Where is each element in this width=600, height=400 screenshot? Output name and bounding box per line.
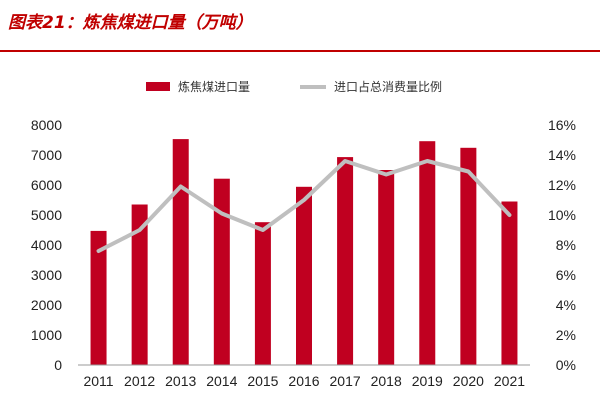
bar: [296, 186, 312, 365]
bar: [131, 204, 148, 365]
left-tick-label: 3000: [31, 267, 62, 283]
right-tick-label: 2%: [556, 327, 576, 343]
bar: [172, 139, 189, 365]
right-tick-label: 16%: [548, 117, 576, 133]
bar: [460, 147, 477, 365]
legend-label-line: 进口占总消费量比例: [334, 79, 442, 94]
left-tick-label: 5000: [31, 207, 62, 223]
right-tick-label: 8%: [556, 237, 576, 253]
legend: 炼焦煤进口量 进口占总消费量比例: [146, 79, 442, 94]
line-point: [385, 174, 387, 175]
line-point: [508, 214, 510, 216]
line-point: [467, 171, 469, 172]
line-point: [344, 160, 346, 162]
bar: [378, 170, 395, 365]
left-tick-label: 2000: [31, 297, 62, 313]
left-tick-label: 7000: [31, 147, 62, 163]
chart-header: 图表21：炼焦煤进口量（万吨）: [0, 0, 600, 56]
x-tick-label: 2019: [412, 373, 443, 389]
x-tick-label: 2015: [247, 373, 278, 389]
combo-chart: 炼焦煤进口量 进口占总消费量比例 0 1000 2000 3000 4000 5000 600…: [31, 79, 576, 389]
x-tick-label: 2017: [330, 373, 361, 389]
line-point: [180, 186, 182, 187]
line-point: [98, 250, 100, 252]
x-tick-label: 2012: [124, 373, 155, 389]
left-tick-label: 8000: [31, 117, 62, 133]
x-tick-label: 2011: [83, 373, 113, 389]
line-series: [96, 159, 512, 253]
x-tick-label: 2018: [371, 373, 402, 389]
right-tick-label: 14%: [548, 147, 576, 163]
line-point: [426, 160, 428, 162]
bar: [337, 157, 354, 365]
x-axis-ticks: 2011 2012 2013 2014 2015 2016 2017 2018 2019 2020…: [83, 373, 525, 389]
bar: [501, 201, 518, 365]
line-point: [139, 229, 141, 231]
right-axis-ticks: 0% 2% 4% 6% 8% 10% 12% 14% 16%: [548, 117, 576, 373]
left-tick-label: 4000: [31, 237, 62, 253]
bar: [90, 230, 107, 365]
legend-bar-swatch: [146, 82, 170, 91]
right-tick-label: 12%: [548, 177, 576, 193]
x-tick-label: 2021: [494, 373, 525, 389]
right-tick-label: 4%: [556, 297, 576, 313]
legend-label-bar: 炼焦煤进口量: [178, 79, 250, 94]
right-tick-label: 0%: [556, 357, 576, 373]
line-point: [303, 199, 305, 201]
x-tick-label: 2020: [453, 373, 484, 389]
right-tick-label: 10%: [548, 207, 576, 223]
bar-series: [90, 139, 518, 365]
line-point: [221, 213, 223, 214]
right-tick-label: 6%: [556, 267, 576, 283]
x-tick-label: 2016: [288, 373, 319, 389]
x-tick-label: 2013: [165, 373, 196, 389]
left-axis-ticks: 0 1000 2000 3000 4000 5000 6000 7000 8000: [31, 117, 62, 373]
bar: [254, 222, 271, 365]
x-tick-label: 2014: [206, 373, 237, 389]
left-tick-label: 1000: [31, 327, 62, 343]
title-underline: [0, 50, 600, 52]
line-point: [262, 229, 264, 231]
chart-title: 图表21：炼焦煤进口量（万吨）: [8, 13, 253, 33]
left-tick-label: 6000: [31, 177, 62, 193]
left-tick-label: 0: [54, 357, 62, 373]
bar: [213, 178, 230, 365]
bar: [419, 141, 436, 365]
